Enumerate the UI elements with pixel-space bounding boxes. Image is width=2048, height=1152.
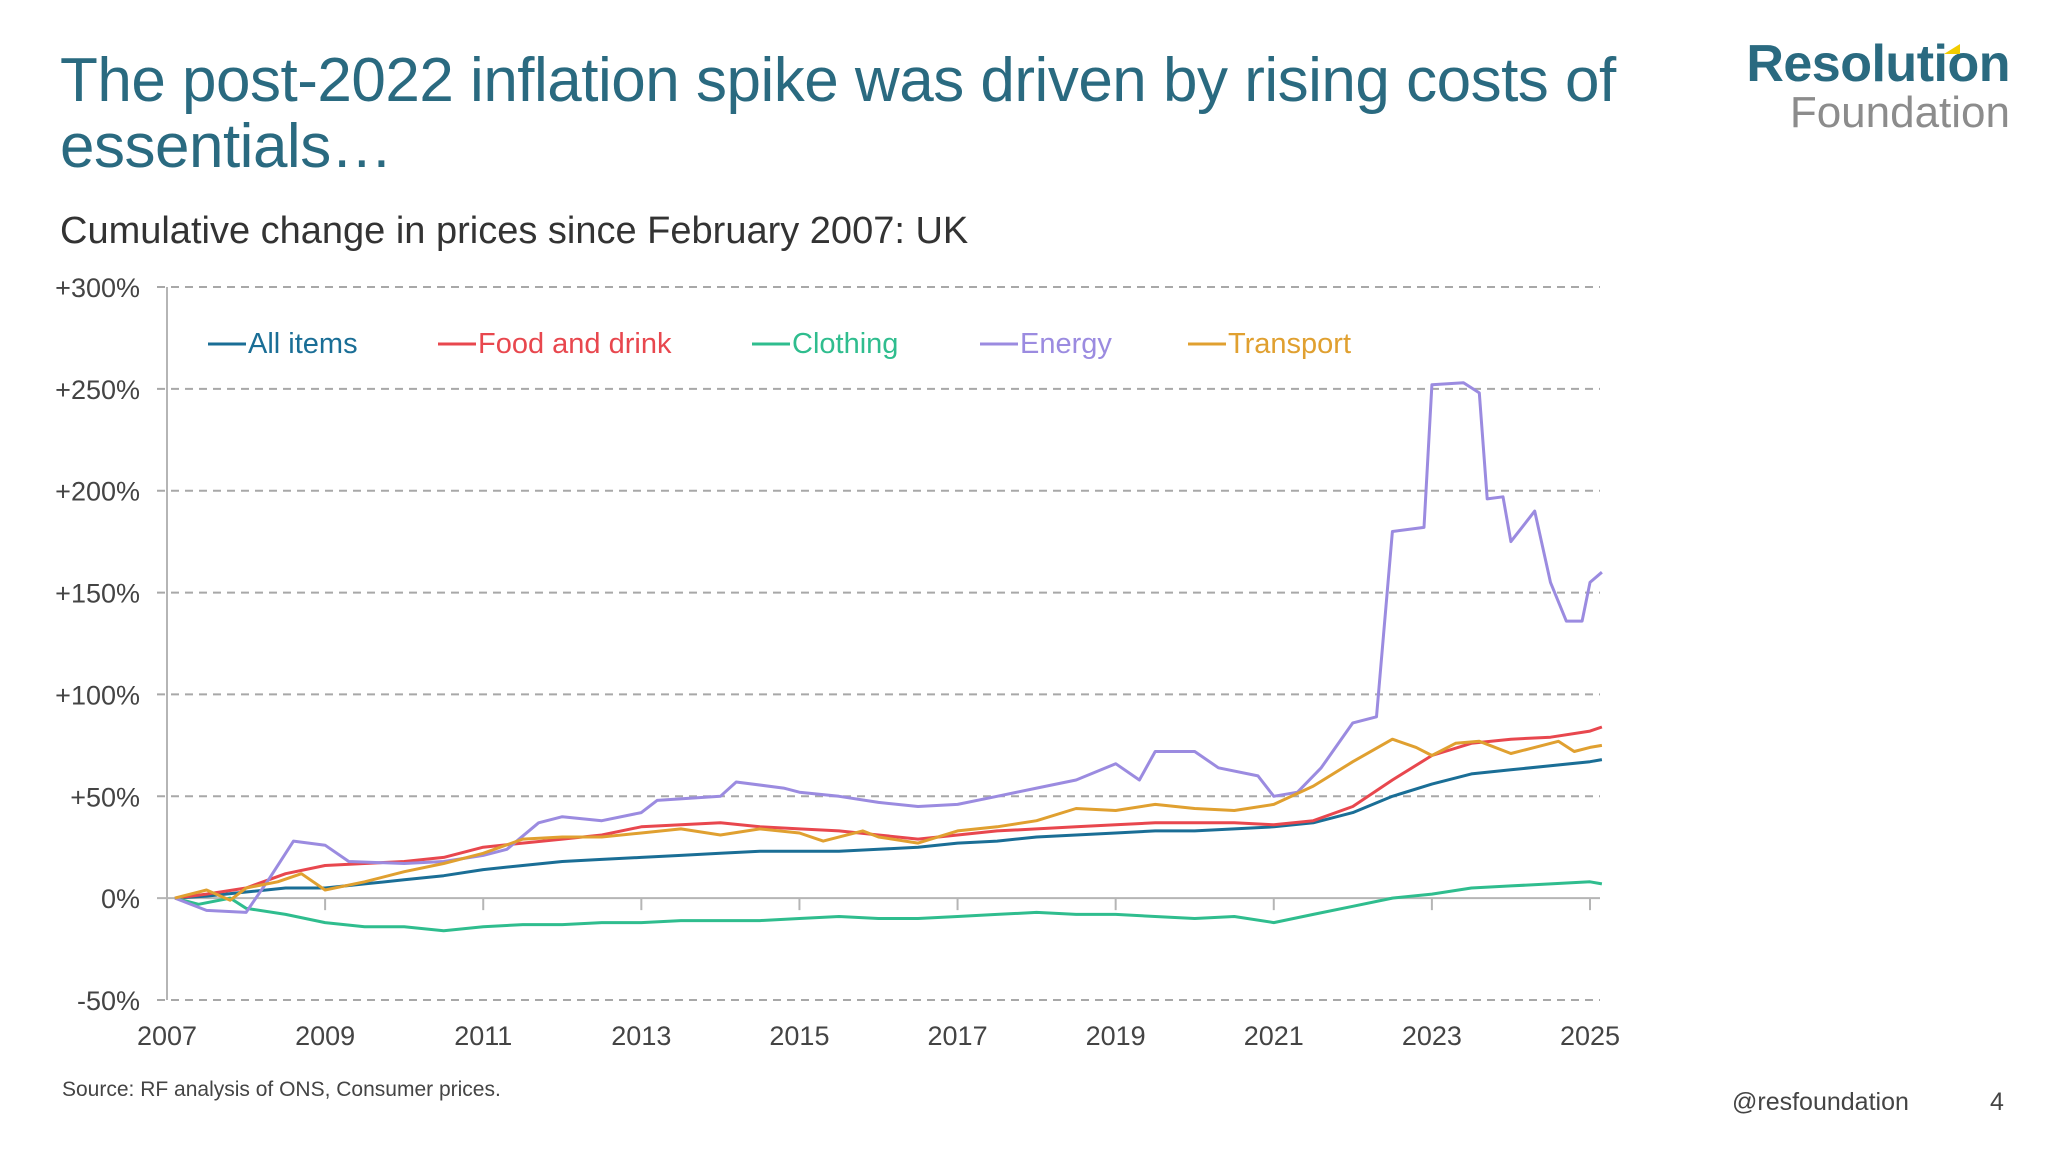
x-tick-label: 2019: [1086, 1021, 1146, 1051]
legend: All items Food and drink Clothing Energy Tra…: [208, 328, 1351, 360]
page-number: 4: [1990, 1088, 2004, 1116]
x-tick-label: 2025: [1560, 1021, 1620, 1051]
series-line-all-items: [174, 758, 1603, 900]
x-tick-label: 2023: [1402, 1021, 1462, 1051]
x-tick-label: 2017: [928, 1021, 988, 1051]
y-tick-label: +50%: [70, 782, 140, 812]
y-tick-label: +250%: [55, 375, 140, 405]
x-tick-label: 2021: [1244, 1021, 1304, 1051]
source-note: Source: RF analysis of ONS, Consumer pri…: [62, 1078, 501, 1101]
series-line-food-and-drink: [174, 725, 1603, 900]
legend-item-all-items: All items: [208, 328, 358, 360]
y-tick-label: +200%: [55, 477, 140, 507]
series-line-clothing: [174, 880, 1603, 933]
x-tick-label: 2013: [611, 1021, 671, 1051]
y-tick-label: +150%: [55, 579, 140, 609]
legend-label: Transport: [1228, 328, 1351, 360]
twitter-handle: @resfoundation: [1732, 1088, 1909, 1116]
logo-line-1-text: Resolution: [1746, 35, 2010, 93]
logo-accent-icon: [1944, 44, 1960, 54]
y-axis-ticks: -50% 0% +50% +100% +150% +200% +250% +300%: [55, 273, 140, 1016]
resolution-foundation-logo: Resolution Foundation: [1720, 38, 2010, 136]
axes: [157, 287, 1600, 1000]
legend-item-transport: Transport: [1188, 328, 1351, 360]
logo-line-2: Foundation: [1789, 88, 2010, 137]
series-line-energy: [174, 381, 1603, 914]
gridlines: [157, 286, 1600, 1001]
slide-title: The post-2022 inflation spike was driven…: [60, 46, 1616, 181]
legend-label: Clothing: [792, 328, 898, 360]
x-axis-ticks: 2007 2009 2011 2013 2015 2017 2019 2021 2023 2025: [137, 898, 1620, 1051]
series-lines: [174, 381, 1603, 933]
legend-label: Food and drink: [478, 328, 672, 360]
x-tick-label: 2009: [295, 1021, 355, 1051]
chart-subtitle: Cumulative change in prices since Februa…: [60, 210, 969, 252]
y-tick-label: +100%: [55, 680, 140, 710]
legend-item-clothing: Clothing: [752, 328, 898, 360]
series-line-transport: [174, 737, 1603, 902]
y-tick-label: 0%: [101, 884, 140, 914]
x-tick-label: 2011: [454, 1021, 512, 1051]
y-tick-label: +300%: [55, 273, 140, 303]
x-tick-label: 2007: [137, 1021, 197, 1051]
legend-item-food-and-drink: Food and drink: [438, 328, 672, 360]
logo-line-1: Resolution: [1720, 38, 2010, 90]
legend-item-energy: Energy: [980, 328, 1112, 360]
legend-label: All items: [248, 328, 358, 360]
legend-label: Energy: [1020, 328, 1112, 360]
x-tick-label: 2015: [769, 1021, 829, 1051]
y-tick-label: -50%: [77, 986, 140, 1016]
